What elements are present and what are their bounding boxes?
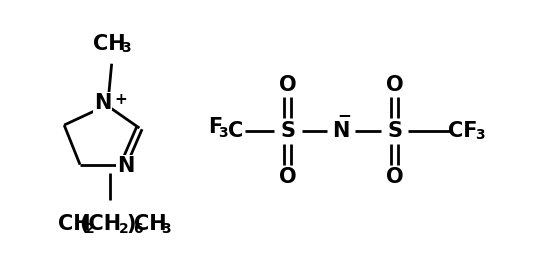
Text: 2: 2	[85, 222, 95, 236]
Text: 3: 3	[218, 126, 227, 140]
Text: N: N	[333, 121, 350, 141]
Text: O: O	[386, 75, 404, 95]
Text: CH: CH	[58, 214, 90, 234]
Text: F: F	[208, 117, 223, 137]
Text: 2: 2	[119, 222, 128, 236]
Text: S: S	[387, 121, 402, 141]
Text: C: C	[227, 121, 243, 141]
Text: N: N	[117, 156, 134, 176]
Text: O: O	[386, 166, 404, 186]
Text: 3: 3	[161, 222, 171, 236]
Text: −: −	[337, 106, 351, 124]
Text: N: N	[94, 93, 112, 113]
Text: +: +	[114, 92, 127, 107]
Text: O: O	[279, 75, 296, 95]
Text: 6: 6	[134, 222, 143, 236]
Text: ): )	[127, 214, 136, 234]
Text: (CH: (CH	[80, 214, 122, 234]
Text: S: S	[280, 121, 295, 141]
Text: 3: 3	[475, 128, 484, 142]
Text: CH: CH	[134, 214, 167, 234]
Text: 3: 3	[121, 41, 130, 55]
Text: CH: CH	[93, 34, 126, 54]
Text: CF: CF	[448, 121, 477, 141]
Text: O: O	[279, 166, 296, 186]
